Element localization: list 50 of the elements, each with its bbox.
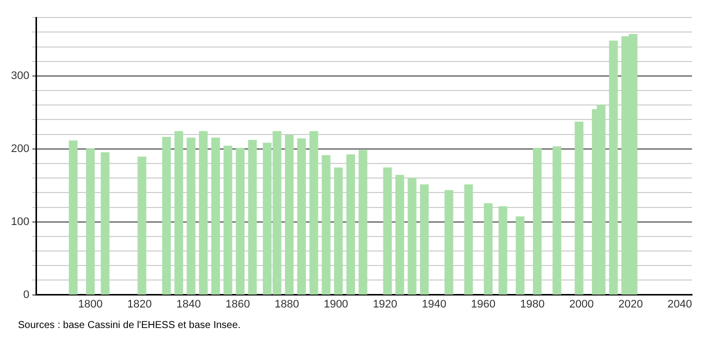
bar [420,184,429,295]
bar [86,148,95,295]
y-tick-label: 300 [10,70,30,82]
bar [498,206,508,295]
x-tick-label: 2020 [618,298,643,310]
bar [100,152,110,295]
x-tick-label: 1880 [274,298,300,310]
x-tick-label: 1960 [471,298,496,310]
bar [224,146,232,295]
bar [334,168,343,295]
y-tick-label: 200 [10,142,30,155]
bar [346,154,355,295]
bar [322,155,330,295]
bar [532,148,542,295]
x-tick-label: 1900 [324,298,348,310]
bar [516,216,524,295]
x-tick-label: 1820 [127,298,152,310]
bar [284,134,294,295]
bar [186,138,196,295]
x-tick-label: 1840 [176,298,201,310]
x-tick-label: 1800 [78,298,103,310]
x-tick-label: 1860 [225,298,250,310]
bar [138,156,146,295]
bar [609,40,618,295]
bar [574,122,584,295]
bar [310,131,318,295]
bar [236,148,244,295]
x-tick-label: 1980 [520,298,545,310]
bar [199,131,208,295]
bar [383,168,392,295]
bar [358,150,368,295]
bar [162,136,171,295]
bar [552,146,562,295]
bar [248,140,257,295]
y-tick-label: 0 [23,288,30,301]
bar [408,178,416,295]
bar [68,140,78,295]
x-tick-label: 1940 [422,298,446,310]
bar [211,138,220,295]
y-tick-label: 100 [10,216,30,228]
bar [464,184,473,295]
bar [174,131,184,295]
source-note: Sources : base Cassini de l'EHESS et base Insee. [18,320,241,331]
x-tick-label: 2040 [667,298,692,310]
bar [444,190,454,295]
bar [484,203,493,295]
bar [297,138,306,295]
x-tick-label: 1920 [372,298,398,310]
x-tick-label: 2000 [569,298,594,310]
bar [395,174,404,295]
